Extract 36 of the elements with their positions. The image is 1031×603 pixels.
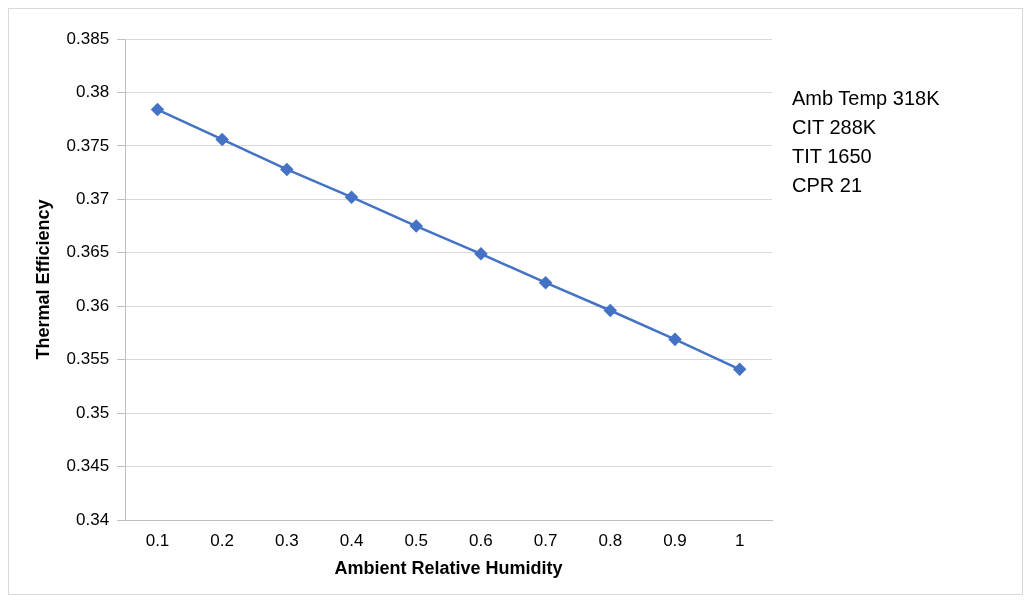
x-tick-label: 0.5 bbox=[404, 530, 429, 550]
point bbox=[539, 276, 552, 289]
point bbox=[409, 219, 423, 233]
point bbox=[280, 163, 294, 176]
x-axis-title: Ambient Relative Humidity bbox=[334, 558, 563, 579]
x-tick-label: 1 bbox=[734, 530, 745, 550]
x-tick-label: 0.2 bbox=[210, 530, 234, 550]
y-tick-label: 0.355 bbox=[66, 349, 110, 369]
text: Amb Temp 318K bbox=[792, 86, 941, 109]
y-tick-label: 0.38 bbox=[76, 82, 110, 102]
y-tick-label: 0.34 bbox=[76, 509, 110, 529]
text: CIT 288K bbox=[792, 115, 877, 138]
point bbox=[151, 103, 164, 116]
y-tick-label: 0.35 bbox=[76, 402, 110, 422]
y-axis-title: Thermal Efficiency bbox=[32, 199, 53, 360]
text: TIT 1650 bbox=[792, 144, 872, 167]
point bbox=[215, 133, 229, 146]
x-tick-label: 0.4 bbox=[339, 530, 364, 550]
y-tick-label: 0.385 bbox=[66, 28, 110, 48]
point bbox=[733, 363, 746, 376]
x-tick-label: 0.9 bbox=[663, 530, 687, 550]
y-tick-label: 0.345 bbox=[66, 456, 110, 476]
text: CPR 21 bbox=[792, 173, 863, 196]
y-tick-label: 0.37 bbox=[76, 189, 110, 209]
x-tick-label: 0.1 bbox=[145, 530, 170, 550]
x-tick-label: 0.8 bbox=[598, 530, 623, 550]
y-tick-label: 0.365 bbox=[66, 242, 110, 262]
x-tick-label: 0.3 bbox=[275, 530, 299, 550]
y-tick-label: 0.36 bbox=[76, 295, 110, 315]
point bbox=[345, 190, 358, 204]
point bbox=[474, 247, 488, 261]
y-tick-label: 0.375 bbox=[66, 135, 110, 155]
x-tick-label: 0.7 bbox=[533, 530, 558, 550]
point bbox=[668, 333, 682, 346]
point bbox=[604, 304, 617, 317]
x-tick-label: 0.6 bbox=[469, 530, 493, 550]
